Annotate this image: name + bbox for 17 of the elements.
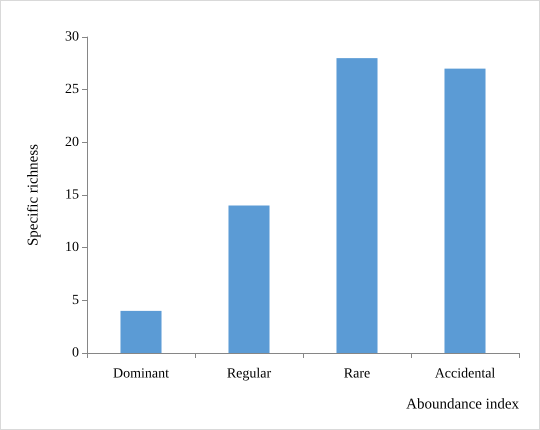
- bar: [336, 58, 378, 353]
- y-tick-label: 25: [65, 82, 79, 98]
- y-tick-label: 15: [65, 188, 79, 202]
- bar: [444, 68, 486, 353]
- x-tick-label: Rare: [344, 366, 370, 382]
- y-axis-title: Specific richness: [26, 144, 42, 246]
- x-tick-label: Dominant: [113, 366, 170, 382]
- y-tick-label: 10: [65, 240, 79, 256]
- y-tick-label: 5: [72, 292, 79, 308]
- y-tick-label: 30: [65, 30, 79, 44]
- y-tick-label: 20: [65, 134, 79, 150]
- x-tick-label: Accidental: [434, 366, 496, 382]
- x-axis-title: Aboundance index: [406, 396, 520, 412]
- bar: [120, 310, 162, 353]
- bar: [228, 206, 270, 353]
- y-tick-label: 0: [72, 346, 79, 360]
- x-tick-label: Regular: [226, 366, 272, 382]
